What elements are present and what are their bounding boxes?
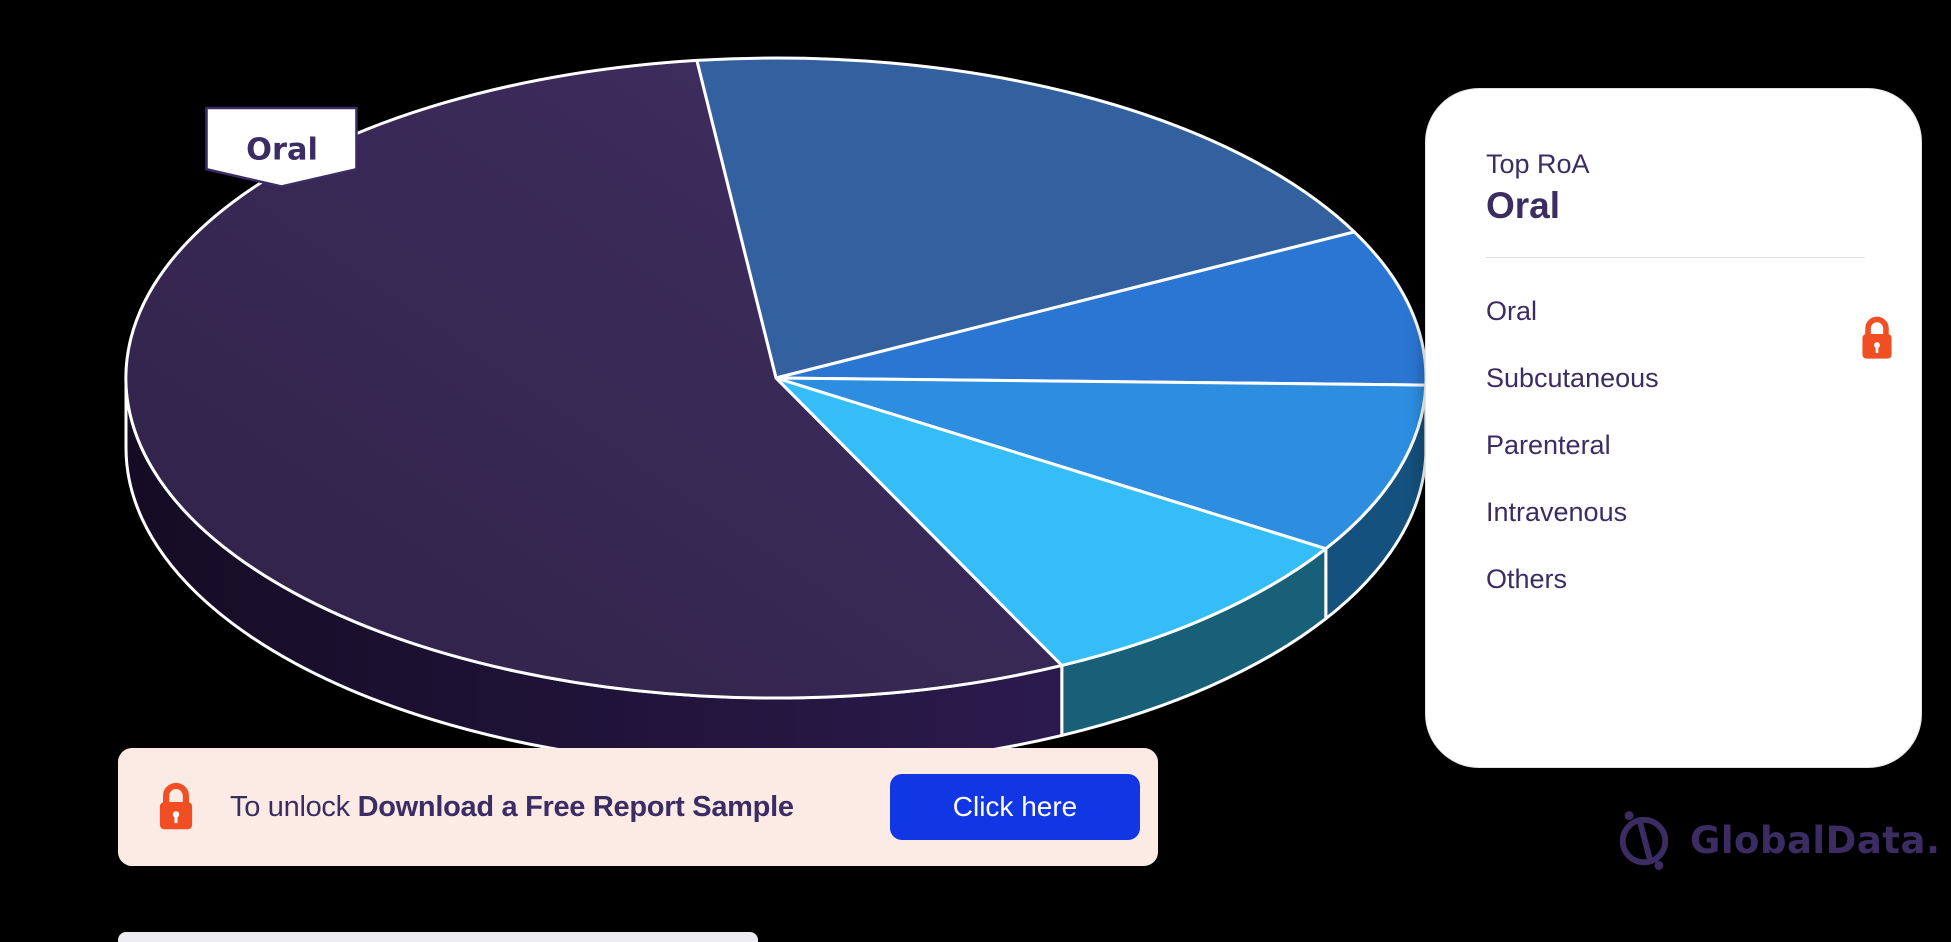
legend-item-others[interactable]: Others xyxy=(1486,562,1865,596)
flag-label: Oral xyxy=(246,133,318,168)
legend-card: Top RoA Oral Oral Subcutaneous Parenteral I… xyxy=(1425,88,1922,768)
card-divider xyxy=(1486,257,1865,258)
legend-title: Top RoA xyxy=(1486,147,1865,181)
legend-item-oral[interactable]: Oral xyxy=(1486,294,1865,328)
legend-item-subcutaneous[interactable]: Subcutaneous xyxy=(1486,361,1865,395)
globaldata-wordmark: GlobalData. xyxy=(1690,819,1941,862)
cropped-element-edge xyxy=(118,932,758,942)
legend-item-parenteral[interactable]: Parenteral xyxy=(1486,428,1865,462)
oral-flag-callout: Oral xyxy=(205,106,359,190)
legend-list: Oral Subcutaneous Parenteral Intravenous Oth… xyxy=(1486,294,1865,596)
globaldata-icon xyxy=(1612,806,1676,874)
unlock-text: To unlock Download a Free Report Sample xyxy=(230,791,794,824)
globaldata-logo: GlobalData. xyxy=(1612,806,1941,874)
lock-icon xyxy=(156,781,196,833)
legend-item-intravenous[interactable]: Intravenous xyxy=(1486,495,1865,529)
unlock-banner: To unlock Download a Free Report Sample … xyxy=(118,748,1158,866)
unlock-text-prefix: To unlock xyxy=(230,791,350,823)
legend-top-value: Oral xyxy=(1486,183,1865,229)
click-here-button[interactable]: Click here xyxy=(890,774,1140,840)
unlock-text-bold: Download a Free Report Sample xyxy=(358,791,794,823)
lock-icon xyxy=(1859,315,1895,362)
